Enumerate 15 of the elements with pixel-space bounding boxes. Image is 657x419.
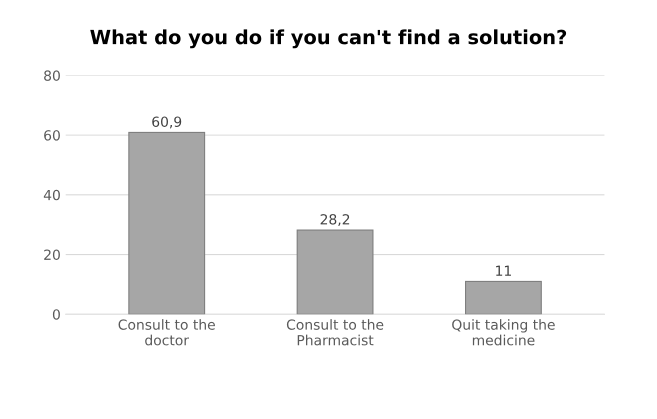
x-tick-label: Consult to the Pharmacist xyxy=(286,319,384,346)
data-label: 60,9 xyxy=(152,116,182,128)
y-tick-label: 20 xyxy=(44,250,60,260)
bar xyxy=(296,230,374,314)
x-tick-label: Quit taking the medicine xyxy=(452,319,555,346)
bar xyxy=(128,132,206,314)
chart-title: What do you do if you can't find a solution? xyxy=(90,29,566,48)
y-tick-label: 60 xyxy=(44,130,60,141)
bar xyxy=(464,280,542,314)
y-tick-label: 40 xyxy=(44,190,60,200)
data-label: 28,2 xyxy=(320,214,350,226)
data-label: 11 xyxy=(496,266,511,276)
y-tick-label: 80 xyxy=(44,70,60,81)
y-tick-label: 0 xyxy=(52,309,60,320)
x-tick-label: Consult to the doctor xyxy=(118,319,215,346)
